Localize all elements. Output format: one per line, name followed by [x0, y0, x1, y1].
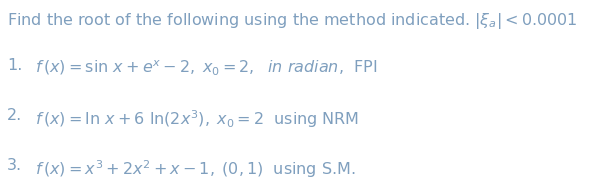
Text: $f\,(x) = x^3 + 2x^2 + x - 1,\; (0, 1)$  using S.M.: $f\,(x) = x^3 + 2x^2 + x - 1,\; (0, 1)$ …: [35, 158, 356, 180]
Text: $f\,(x) = \ln\, x + 6\ \ln(2x^3),\; x_0 = 2$  using NRM: $f\,(x) = \ln\, x + 6\ \ln(2x^3),\; x_0 …: [35, 108, 359, 130]
Text: $f\,(x) = \sin\, x + e^{x} - 2,\; x_0 = 2,$  $\mathit{in\ radian}$$\mathit{,}$  : $f\,(x) = \sin\, x + e^{x} - 2,\; x_0 = …: [35, 58, 378, 77]
Text: 3.: 3.: [7, 158, 22, 173]
Text: Find the root of the following using the method indicated. $|\xi_a| < 0.0001$: Find the root of the following using the…: [7, 11, 578, 31]
Text: 1.: 1.: [7, 58, 22, 73]
Text: 2.: 2.: [7, 108, 22, 123]
